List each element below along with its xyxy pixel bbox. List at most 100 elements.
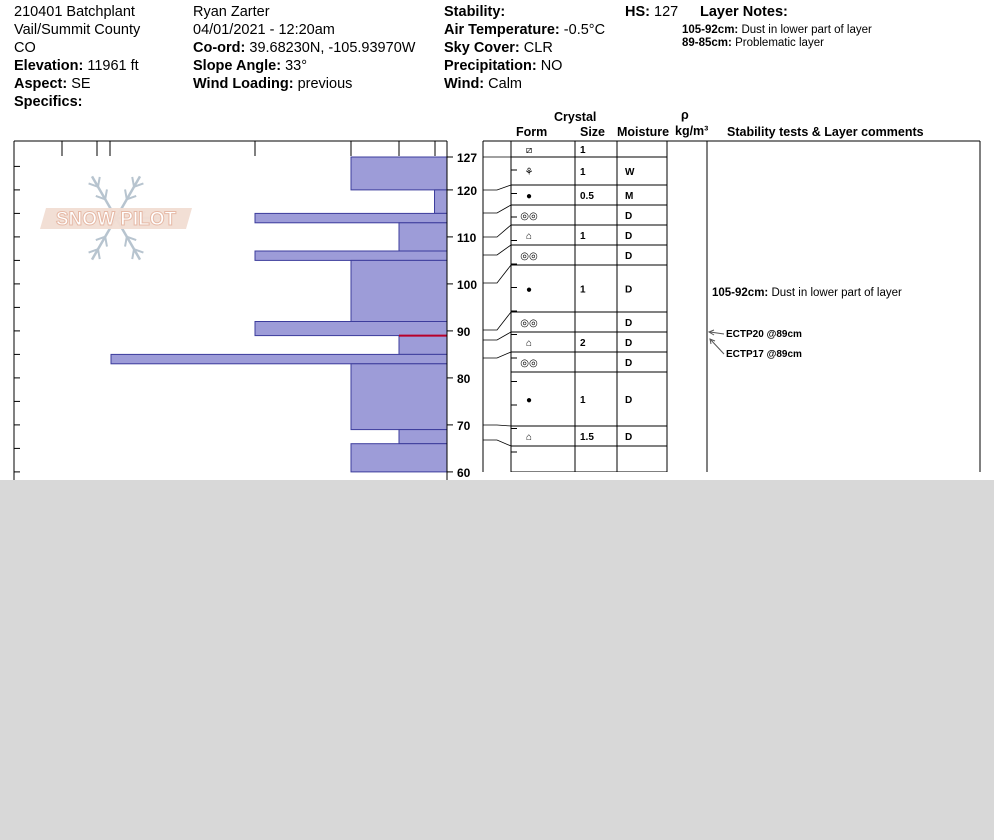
air-temp-label: Air Temperature: — [444, 22, 560, 38]
air-temp-value: -0.5°C — [563, 22, 606, 38]
aspect-row: Aspect: SE — [14, 75, 91, 93]
moisture-code: D — [625, 285, 632, 296]
coord-row: Co-ord: 39.68230N, -105.93970W — [193, 39, 415, 57]
snowflake-branch — [97, 249, 101, 260]
snowflake-branch — [88, 182, 99, 188]
moisture-code: D — [625, 251, 632, 262]
grain-form-symbol: ⧄ — [526, 145, 532, 156]
sky-label: Sky Cover: — [444, 40, 520, 56]
depth-connector — [483, 351, 512, 359]
rho-header: ρ — [681, 108, 689, 122]
grain-form-symbol: ⌂ — [526, 338, 532, 349]
hardness-bar — [110, 353, 448, 365]
grain-form-symbol: ● — [526, 285, 532, 296]
precip-label: Precipitation: — [444, 58, 537, 74]
hardness-bar — [398, 335, 448, 355]
layer-note-2: 89-85cm: Problematic layer — [682, 37, 824, 50]
grain-form-symbol: ⌂ — [526, 231, 532, 242]
depth-connector — [483, 331, 512, 341]
slope-row: Slope Angle: 33° — [193, 57, 307, 75]
slope-value: 33° — [285, 58, 308, 74]
test-arrow-head — [707, 329, 715, 336]
hs-row: HS: 127 — [625, 3, 678, 21]
moisture-code: D — [625, 395, 632, 406]
layer-note-text: Dust in lower part of layer — [741, 24, 872, 36]
hardness-bar — [398, 222, 448, 252]
depth-connector — [483, 184, 512, 191]
wind-label: Wind: — [444, 76, 485, 92]
snowflake-branch — [95, 235, 106, 242]
wind-row: Wind: Calm — [444, 75, 522, 93]
moisture-header: Moisture — [617, 125, 670, 139]
layer-comment: 105-92cm: Dust in lower part of layer — [712, 287, 902, 300]
snowflake-branch — [133, 182, 144, 188]
hardness-bar — [254, 321, 448, 337]
density-unit-header: kg/m³ — [675, 124, 709, 138]
grain-size: 0.5 — [580, 191, 594, 202]
depth-tick-label: 60 — [457, 466, 471, 480]
moisture-code: M — [625, 191, 633, 202]
snowflake-branch — [97, 176, 101, 187]
wind-loading-row: Wind Loading: previous — [193, 75, 352, 93]
snowflake-branch — [95, 194, 106, 201]
grain-size: 1 — [580, 285, 586, 296]
hardness-bar — [350, 363, 448, 431]
hardness-bar — [398, 429, 448, 445]
grain-form-symbol: ● — [526, 395, 532, 406]
moisture-code: D — [625, 231, 632, 242]
depth-connector — [483, 311, 512, 331]
snowflake-branch — [131, 176, 135, 187]
air-temp-row: Air Temperature: -0.5°C — [444, 21, 605, 39]
grain-form-symbol: ◎◎ — [520, 251, 538, 262]
layer-note-range: 105-92cm: — [682, 24, 739, 36]
hardness-bar — [350, 259, 448, 322]
hardness-bar — [350, 443, 448, 473]
snowpilot-logo: SNOW PILOT — [40, 175, 192, 261]
stability-test-2: ECTP17 @89cm — [726, 349, 802, 360]
coord-label: Co-ord: — [193, 40, 246, 56]
grain-form-symbol: ⌂ — [526, 432, 532, 443]
snowflake-branch — [133, 248, 144, 254]
hardness-bar — [350, 156, 448, 191]
sky-row: Sky Cover: CLR — [444, 39, 553, 57]
wind-loading-label: Wind Loading: — [193, 76, 294, 92]
layer-note-1: 105-92cm: Dust in lower part of layer — [682, 24, 872, 37]
hs-value: 127 — [654, 4, 679, 20]
depth-connector — [483, 244, 512, 256]
hs-label: HS: — [625, 4, 650, 20]
depth-tick-label: 80 — [457, 372, 471, 386]
specifics-label: Specifics: — [14, 94, 83, 110]
sheet-tail — [472, 472, 980, 480]
moisture-code: D — [625, 211, 632, 222]
grain-form-symbol: ◎◎ — [520, 358, 538, 369]
depth-connector — [483, 424, 512, 427]
stability-test-1: ECTP20 @89cm — [726, 329, 802, 340]
comments-header: Stability tests & Layer comments — [727, 125, 924, 139]
wind-value: Calm — [488, 76, 523, 92]
logo-wordmark: SNOW PILOT — [56, 209, 177, 230]
depth-tick-label: 70 — [457, 419, 471, 433]
layer-comment-range: 105-92cm: — [712, 287, 769, 299]
region-name: Vail/Summit County — [14, 22, 141, 38]
stability-label: Stability: — [444, 4, 506, 20]
snow-profile-chart: 127 120 110 100 90 80 70 60 SNOW PILOT ⧄ 1 ⚘ 1 W ● 0.… — [13, 140, 981, 480]
hardness-axis: 127 120 110 100 90 80 70 60 — [13, 140, 477, 480]
layer-note-range: 89-85cm: — [682, 37, 732, 49]
logo-band — [40, 208, 192, 229]
layer-note-text: Problematic layer — [735, 37, 824, 49]
grain-form-symbol: ● — [526, 191, 532, 202]
test-arrow-head — [709, 338, 716, 345]
snowflake-branch — [88, 248, 99, 254]
grain-form-symbol: ◎◎ — [520, 318, 538, 329]
depth-connector — [483, 204, 512, 214]
moisture-code: W — [625, 167, 635, 178]
hardness-bar — [254, 212, 448, 224]
hardness-bar — [254, 250, 448, 261]
depth-tick-label: 100 — [457, 278, 477, 292]
grain-form-symbol: ⚘ — [525, 167, 534, 178]
sky-value: CLR — [523, 40, 553, 56]
grain-size: 1 — [580, 145, 586, 156]
layer-table: ⧄ 1 ⚘ 1 W ● 0.5 M ◎◎ D ⌂ 1 D ◎◎ D ● 1 D ◎◎ D ⌂ 2 D ◎◎ D ● 1 D ⌂ 1.5 D — [482, 140, 981, 473]
observation-datetime: 04/01/2021 - 12:20am — [193, 22, 335, 38]
aspect-label: Aspect: — [14, 76, 68, 92]
